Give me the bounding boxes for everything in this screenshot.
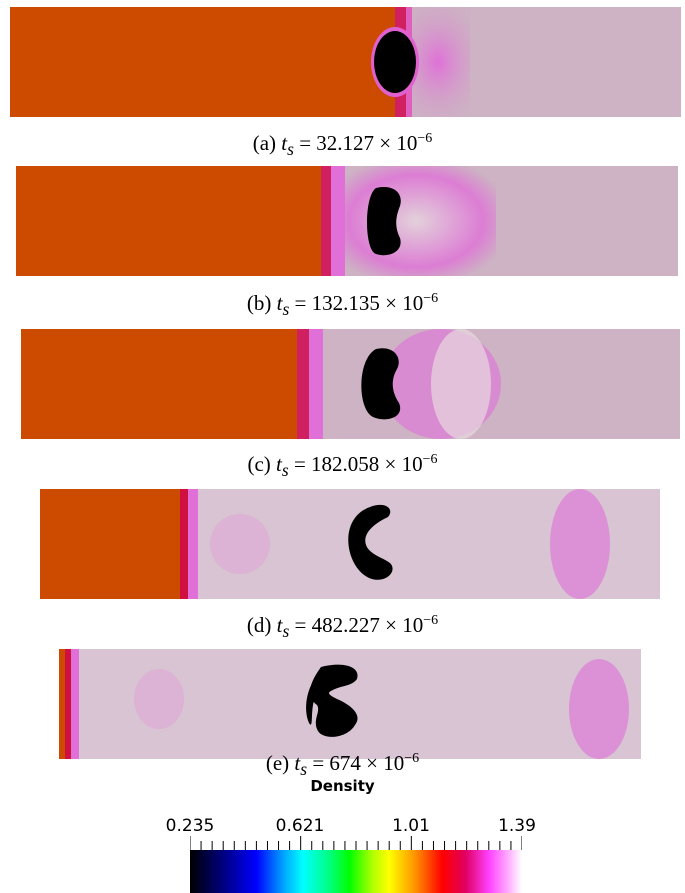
colorbar-title: Density bbox=[310, 777, 375, 795]
panel-e-image bbox=[59, 649, 641, 759]
panel-d-image bbox=[40, 489, 660, 599]
colorbar-tick-label: 0.621 bbox=[275, 816, 325, 836]
panel-c-image bbox=[21, 329, 680, 439]
panel-d-caption: (d) ts = 482.227 × 10−6 bbox=[246, 613, 439, 642]
colorbar-tick-label: 1.01 bbox=[392, 816, 430, 836]
panel-a-image bbox=[10, 7, 681, 117]
panel-b-image bbox=[16, 166, 678, 276]
panel-a-caption: (a) ts = 32.127 × 10−6 bbox=[252, 131, 433, 160]
colorbar-tick-marks bbox=[190, 836, 522, 850]
colorbar-gradient bbox=[190, 850, 522, 893]
panel-b-caption: (b) ts = 132.135 × 10−6 bbox=[246, 291, 439, 320]
colorbar-tick-label: 1.39 bbox=[498, 816, 536, 836]
panel-e-caption: (e) ts = 674 × 10−6 bbox=[265, 751, 420, 780]
colorbar-tick-label: 0.235 bbox=[165, 816, 215, 836]
panel-c-caption: (c) ts = 182.058 × 10−6 bbox=[247, 452, 438, 481]
